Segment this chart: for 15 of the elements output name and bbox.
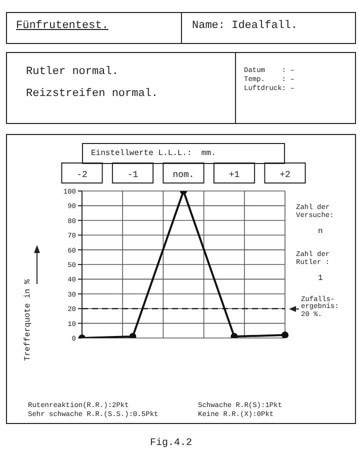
x-tick-label: nom. [172, 170, 194, 180]
x-tick-label: -2 [76, 170, 88, 180]
x-axis-title: Einstellwerte L.L.L.: mm. [82, 143, 285, 164]
point [282, 332, 288, 338]
text: n [318, 227, 323, 237]
y-axis-title: Trefferquote in % [24, 279, 32, 361]
text: 1 [318, 274, 323, 284]
text: Reizstreifen normal. [26, 88, 158, 100]
x-tick-label: -1 [127, 170, 138, 180]
x-tick-label: +1 [228, 170, 240, 180]
chart-subtitle: Name: Idealfall. [192, 20, 298, 32]
chart-title: Fünfrutentest. [16, 20, 108, 32]
caption: Fig.4.2 [150, 438, 192, 449]
x-tick-label: +2 [280, 170, 290, 180]
text: Rutler normal. [26, 66, 118, 78]
